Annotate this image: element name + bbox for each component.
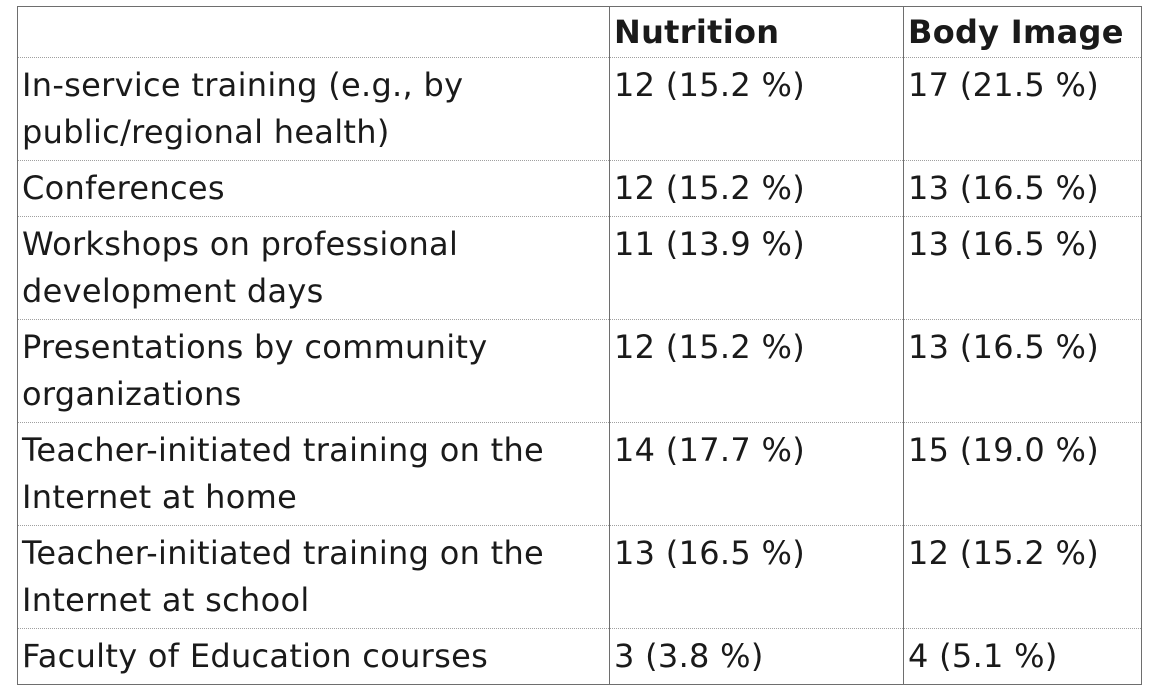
table-row: Presentations by community organizations…	[17, 319, 1142, 423]
body-image-value: 4 (5.1 %)	[903, 628, 1142, 685]
table-row: Workshops on professional development da…	[17, 216, 1142, 320]
nutrition-value: 11 (13.9 %)	[609, 216, 904, 320]
header-cell-nutrition: Nutrition	[609, 6, 904, 58]
body-image-value: 12 (15.2 %)	[903, 525, 1142, 629]
body-image-value: 13 (16.5 %)	[903, 216, 1142, 320]
nutrition-value: 13 (16.5 %)	[609, 525, 904, 629]
row-label: Teacher-initiated training on the Intern…	[17, 525, 610, 629]
table-header: Nutrition Body Image	[17, 6, 1142, 58]
nutrition-value: 12 (15.2 %)	[609, 57, 904, 161]
nutrition-value: 12 (15.2 %)	[609, 319, 904, 423]
nutrition-value: 14 (17.7 %)	[609, 422, 904, 526]
header-row: Nutrition Body Image	[17, 6, 1142, 58]
body-image-value: 13 (16.5 %)	[903, 160, 1142, 217]
row-label: Faculty of Education courses	[17, 628, 610, 685]
nutrition-value: 3 (3.8 %)	[609, 628, 904, 685]
body-image-value: 15 (19.0 %)	[903, 422, 1142, 526]
table-body: In-service training (e.g., by public/reg…	[17, 57, 1142, 685]
row-label: Workshops on professional development da…	[17, 216, 610, 320]
nutrition-value: 12 (15.2 %)	[609, 160, 904, 217]
row-label: Conferences	[17, 160, 610, 217]
row-label: Teacher-initiated training on the Intern…	[17, 422, 610, 526]
body-image-value: 13 (16.5 %)	[903, 319, 1142, 423]
body-image-value: 17 (21.5 %)	[903, 57, 1142, 161]
table-row: Teacher-initiated training on the Intern…	[17, 422, 1142, 526]
table-row: Conferences 12 (15.2 %) 13 (16.5 %)	[17, 160, 1142, 217]
header-cell-body-image: Body Image	[903, 6, 1142, 58]
row-label: In-service training (e.g., by public/reg…	[17, 57, 610, 161]
table-row: In-service training (e.g., by public/reg…	[17, 57, 1142, 161]
header-cell-empty	[17, 6, 610, 58]
data-table: Nutrition Body Image In-service training…	[17, 6, 1142, 685]
table-row: Faculty of Education courses 3 (3.8 %) 4…	[17, 628, 1142, 685]
table-row: Teacher-initiated training on the Intern…	[17, 525, 1142, 629]
row-label: Presentations by community organizations	[17, 319, 610, 423]
